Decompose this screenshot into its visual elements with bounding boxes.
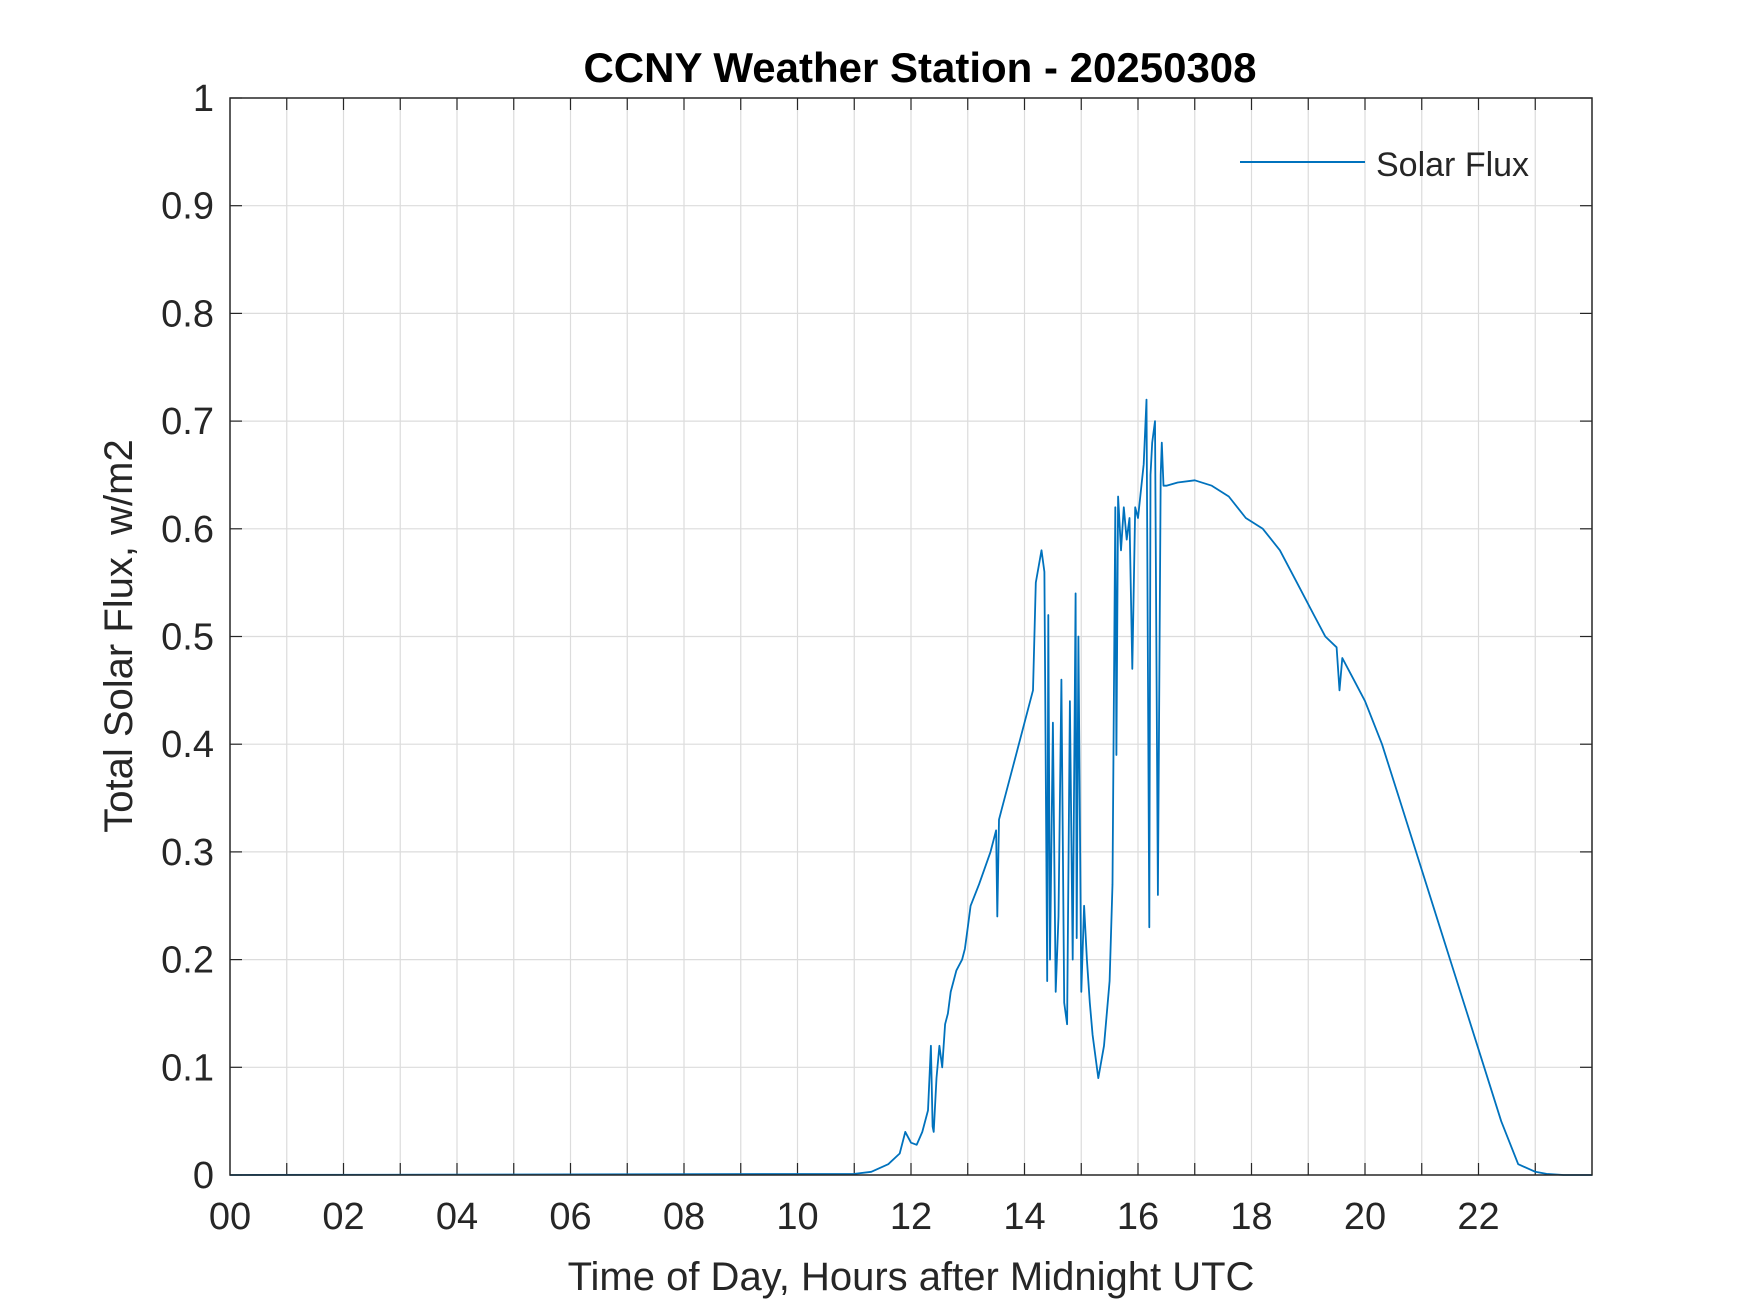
x-tick-label: 10 bbox=[776, 1196, 818, 1238]
x-tick-label: 20 bbox=[1344, 1196, 1386, 1238]
x-tick-label: 02 bbox=[322, 1196, 364, 1238]
y-tick-labels: 0 0.1 0.2 0.3 0.4 0.5 0.6 0.7 0.8 0.9 1 bbox=[161, 78, 214, 1197]
y-tick-label: 0.8 bbox=[161, 293, 214, 335]
axes-box bbox=[229, 97, 1593, 1176]
y-tick-label: 0.2 bbox=[161, 940, 214, 982]
series-layer bbox=[229, 398, 1593, 1176]
x-tick-label: 22 bbox=[1457, 1196, 1499, 1238]
x-tick-label: 08 bbox=[663, 1196, 705, 1238]
y-axis-label: Total Solar Flux, w/m2 bbox=[97, 439, 141, 832]
y-tick-label: 0.3 bbox=[161, 832, 214, 874]
axis-ticks bbox=[230, 97, 1592, 1176]
y-tick-label: 0.9 bbox=[161, 186, 214, 228]
x-axis-label: Time of Day, Hours after Midnight UTC bbox=[568, 1255, 1255, 1299]
x-tick-labels: 00 02 04 06 08 10 12 14 16 18 20 22 bbox=[209, 1196, 1500, 1238]
y-tick-label: 0.1 bbox=[161, 1047, 214, 1089]
y-tick-label: 1 bbox=[193, 78, 214, 120]
x-tick-label: 00 bbox=[209, 1196, 251, 1238]
grid-lines bbox=[230, 98, 1592, 1175]
x-tick-label: 06 bbox=[549, 1196, 591, 1238]
chart-title: CCNY Weather Station - 20250308 bbox=[583, 44, 1256, 91]
y-tick-label: 0 bbox=[193, 1155, 214, 1197]
series-line-solar-flux bbox=[229, 398, 1592, 1176]
y-tick-label: 0.7 bbox=[161, 401, 214, 443]
legend: Solar Flux bbox=[1240, 146, 1529, 184]
y-tick-label: 0.4 bbox=[161, 724, 214, 766]
x-tick-label: 04 bbox=[436, 1196, 478, 1238]
legend-label-solar-flux: Solar Flux bbox=[1376, 146, 1529, 184]
y-tick-label: 0.6 bbox=[161, 509, 214, 551]
x-tick-label: 18 bbox=[1230, 1196, 1272, 1238]
y-tick-label: 0.5 bbox=[161, 617, 214, 659]
x-tick-label: 14 bbox=[1003, 1196, 1045, 1238]
x-tick-label: 16 bbox=[1117, 1196, 1159, 1238]
x-tick-label: 12 bbox=[890, 1196, 932, 1238]
